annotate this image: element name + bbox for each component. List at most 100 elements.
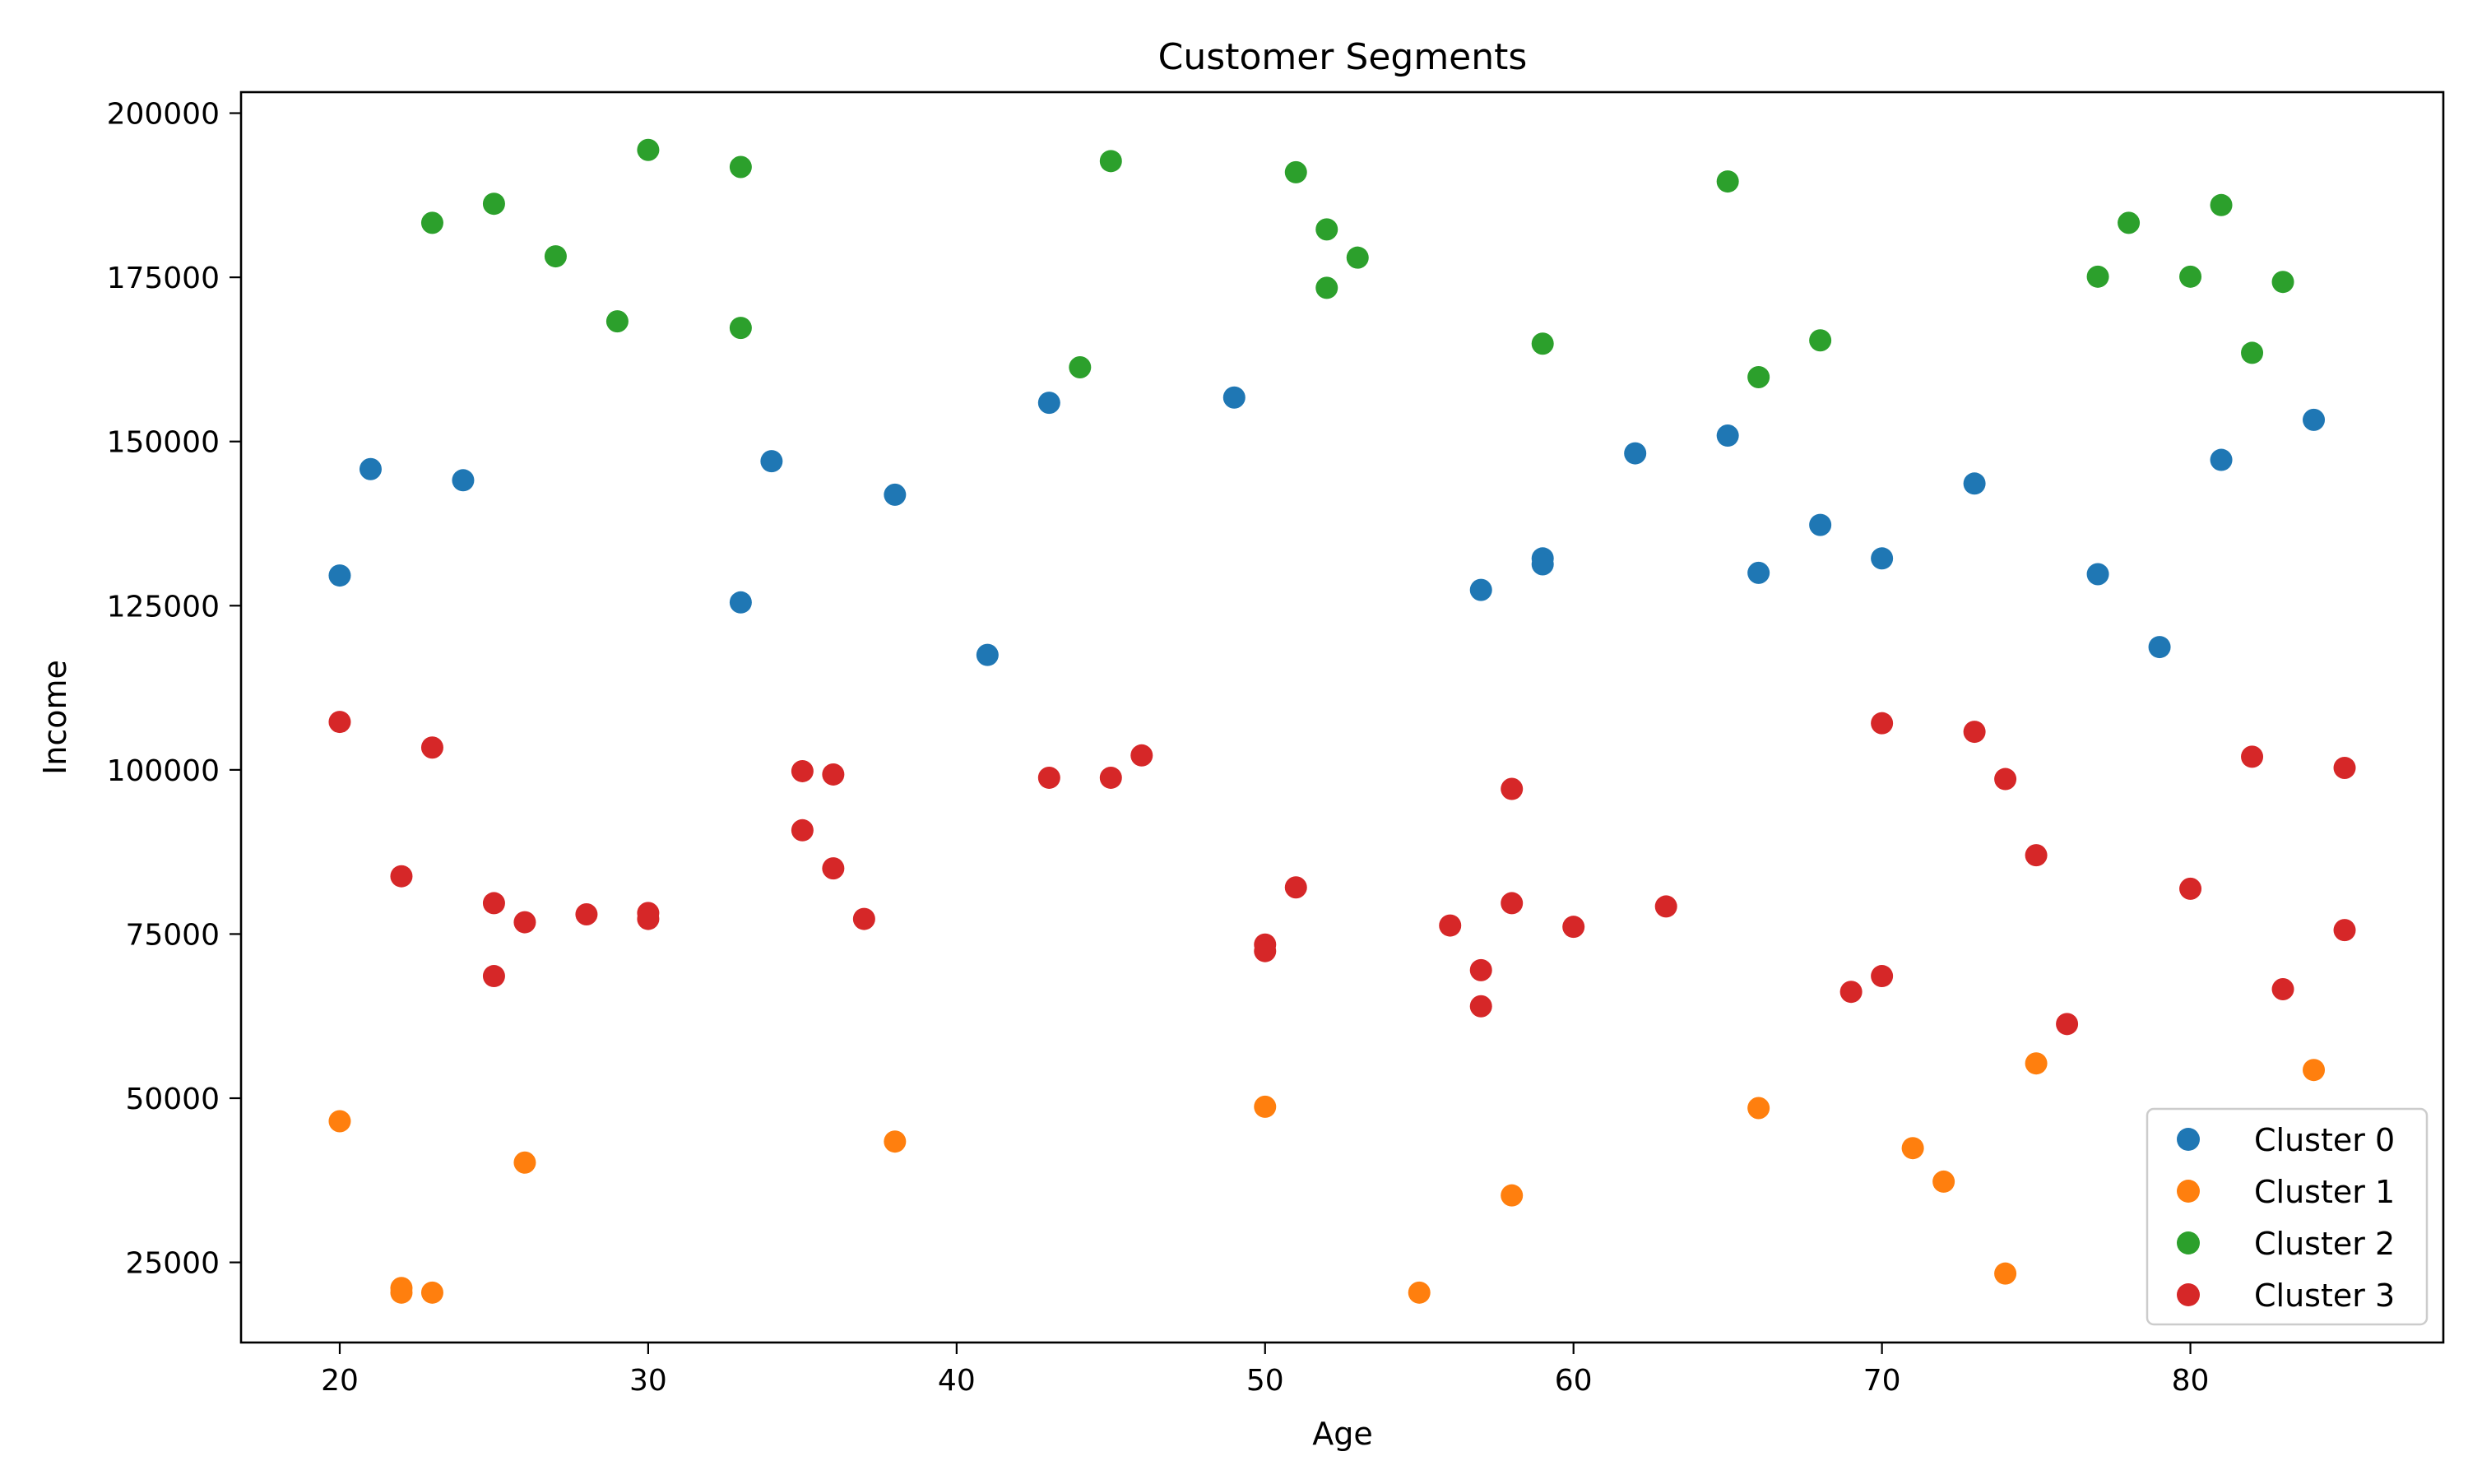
data-point [2118,211,2141,234]
data-point [2086,563,2109,586]
x-axis-ticks: 20 30 40 50 60 70 80 [321,1343,2209,1398]
data-point [1716,424,1739,448]
x-tick-label: 40 [938,1364,976,1398]
data-point [2333,756,2356,779]
data-point [2025,844,2048,867]
data-point [1069,355,1092,378]
data-point [1346,246,1369,269]
data-point [822,763,845,786]
plot-area: 20 30 40 50 60 70 80 25000 50000 75000 100000 1250… [107,90,2445,1398]
legend-marker-icon [2177,1231,2200,1254]
data-point [328,564,351,587]
series-cluster-2 [420,138,2294,388]
data-point [1254,939,1277,962]
series-cluster-3 [328,711,2356,1036]
data-point [513,1151,536,1174]
data-point [1501,1184,1524,1207]
x-tick-label: 50 [1246,1364,1284,1398]
data-point [1994,768,2017,791]
data-point [1871,547,1894,570]
data-point [575,902,598,925]
data-point [1469,958,1492,981]
data-point [2148,636,2171,659]
data-point [1624,442,1647,465]
data-point [1531,553,1554,576]
data-point [2086,265,2109,288]
data-point [1284,876,1307,899]
data-point [390,865,413,888]
data-point [1501,777,1524,800]
y-tick-label: 100000 [107,754,220,788]
data-point [637,138,660,161]
data-point [482,192,505,216]
data-point [359,457,382,480]
data-points [328,138,2356,1304]
legend-item: Cluster 3 [2177,1278,2395,1314]
data-point [1099,150,1122,173]
data-point [1254,1095,1277,1118]
data-point [976,643,999,666]
legend-label: Cluster 1 [2254,1174,2395,1210]
data-point [760,450,783,473]
y-tick-label: 25000 [125,1247,220,1281]
legend: Cluster 0 Cluster 1 Cluster 2 Cluster 3 [2146,1107,2429,1326]
data-point [1130,744,1153,767]
data-point [2271,978,2294,1001]
chart-title: Customer Segments [1158,36,1528,78]
data-point [328,711,351,734]
data-point [1315,276,1338,299]
data-point [390,1281,413,1304]
legend-item: Cluster 1 [2177,1174,2395,1210]
legend-marker-icon [2177,1283,2200,1306]
data-point [1747,365,1770,388]
data-point [420,736,443,759]
data-point [1901,1137,1924,1160]
data-point [1839,981,1863,1004]
data-point [1531,332,1554,355]
data-point [2179,877,2202,900]
data-point [637,907,660,930]
series-cluster-0 [328,386,2326,666]
data-point [1963,721,1986,744]
legend-label: Cluster 3 [2254,1278,2395,1314]
y-tick-label: 175000 [107,262,220,295]
data-point [729,591,752,614]
data-point [1037,766,1060,789]
data-point [513,911,536,934]
data-point [2056,1013,2079,1036]
data-point [2210,193,2233,216]
data-point [1284,160,1307,183]
data-point [1747,561,1770,584]
legend-item: Cluster 2 [2177,1226,2395,1262]
data-point [1654,895,1677,918]
data-point [420,211,443,234]
data-point [1747,1097,1770,1120]
legend-frame [2146,1107,2429,1326]
data-point [1562,916,1585,939]
data-point [791,759,814,782]
data-point [822,857,845,880]
data-point [884,1130,907,1153]
data-point [452,469,475,492]
data-point [729,317,752,340]
data-point [2303,408,2326,431]
x-tick-label: 60 [1555,1364,1593,1398]
y-tick-label: 75000 [125,918,220,952]
data-point [605,310,629,333]
data-point [544,245,567,268]
data-point [852,907,875,930]
data-point [2241,745,2264,768]
data-point [1037,392,1060,415]
data-point [1716,170,1739,193]
data-point [2271,271,2294,294]
y-axis-label: Income [37,660,73,775]
data-point [791,819,814,842]
legend-marker-icon [2177,1128,2200,1151]
data-point [884,483,907,506]
data-point [420,1281,443,1304]
y-axis-ticks: 25000 50000 75000 100000 125000 150000 175000 2… [107,98,241,1281]
data-point [1315,218,1338,241]
data-point [2210,448,2233,471]
